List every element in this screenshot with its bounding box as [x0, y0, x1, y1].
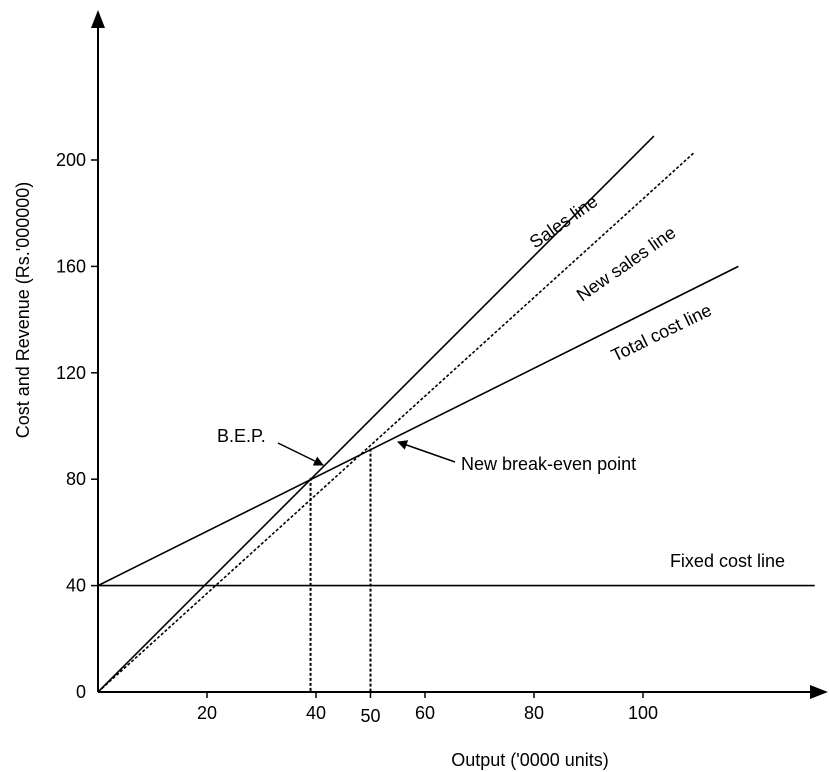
- series-sales-line: [97, 135, 655, 693]
- y-tick-label: 160: [56, 256, 86, 276]
- drop-lines: [309, 448, 372, 692]
- x-axis-arrowhead: [810, 685, 828, 699]
- annotation-bep: B.E.P.: [217, 426, 266, 446]
- y-tick-label: 40: [66, 576, 86, 596]
- annotation-new-bep-arrow: [397, 440, 456, 463]
- x-tick-label: 60: [415, 703, 435, 723]
- series-total-cost-line: [97, 265, 739, 587]
- y-axis-ticks: 0 40 80 120 160 200: [56, 150, 98, 702]
- x-tick-label: 80: [524, 703, 544, 723]
- x-tick-label: 20: [197, 703, 217, 723]
- x-tick-label: 40: [306, 703, 326, 723]
- annotation-bep-arrow: [277, 442, 324, 466]
- x-tick-label: 100: [628, 703, 658, 723]
- x-axis-ticks: 20 40 50 60 80 100: [197, 692, 658, 726]
- x-axis-label: Output ('0000 units): [451, 750, 609, 770]
- annotation-new-bep: New break-even point: [461, 454, 636, 474]
- y-tick-label: 80: [66, 469, 86, 489]
- y-axis-label: Cost and Revenue (Rs.'000000): [13, 182, 33, 439]
- y-tick-label: 0: [76, 682, 86, 702]
- series-label-new-sales-line: New sales line: [573, 222, 680, 305]
- series-label-total-cost-line: Total cost line: [608, 300, 715, 366]
- y-axis-arrowhead: [91, 10, 105, 28]
- y-tick-label: 200: [56, 150, 86, 170]
- x-tick-label: 50: [360, 706, 380, 726]
- series-lines: [97, 135, 815, 693]
- y-tick-label: 120: [56, 363, 86, 383]
- series-label-fixed-cost-line: Fixed cost line: [670, 551, 785, 571]
- series-label-sales-line: Sales line: [526, 191, 601, 252]
- series-new-sales-line: [97, 151, 696, 693]
